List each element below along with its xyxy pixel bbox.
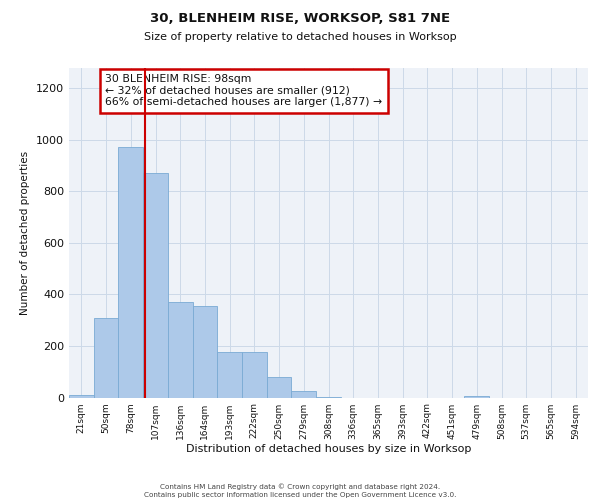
Y-axis label: Number of detached properties: Number of detached properties [20,150,31,314]
Bar [118,148,143,398]
Bar [316,396,341,398]
Text: Size of property relative to detached houses in Worksop: Size of property relative to detached ho… [143,32,457,42]
Bar [242,352,267,398]
Text: 30 BLENHEIM RISE: 98sqm
← 32% of detached houses are smaller (912)
66% of semi-d: 30 BLENHEIM RISE: 98sqm ← 32% of detache… [106,74,382,108]
Bar [217,352,242,398]
Text: Contains HM Land Registry data © Crown copyright and database right 2024.
Contai: Contains HM Land Registry data © Crown c… [144,484,456,498]
Bar [193,306,217,398]
X-axis label: Distribution of detached houses by size in Worksop: Distribution of detached houses by size … [186,444,471,454]
Bar [168,302,193,398]
Text: 30, BLENHEIM RISE, WORKSOP, S81 7NE: 30, BLENHEIM RISE, WORKSOP, S81 7NE [150,12,450,26]
Bar [292,391,316,398]
Bar [464,396,489,398]
Bar [267,377,292,398]
Bar [143,173,168,398]
Bar [69,395,94,398]
Bar [94,318,118,398]
